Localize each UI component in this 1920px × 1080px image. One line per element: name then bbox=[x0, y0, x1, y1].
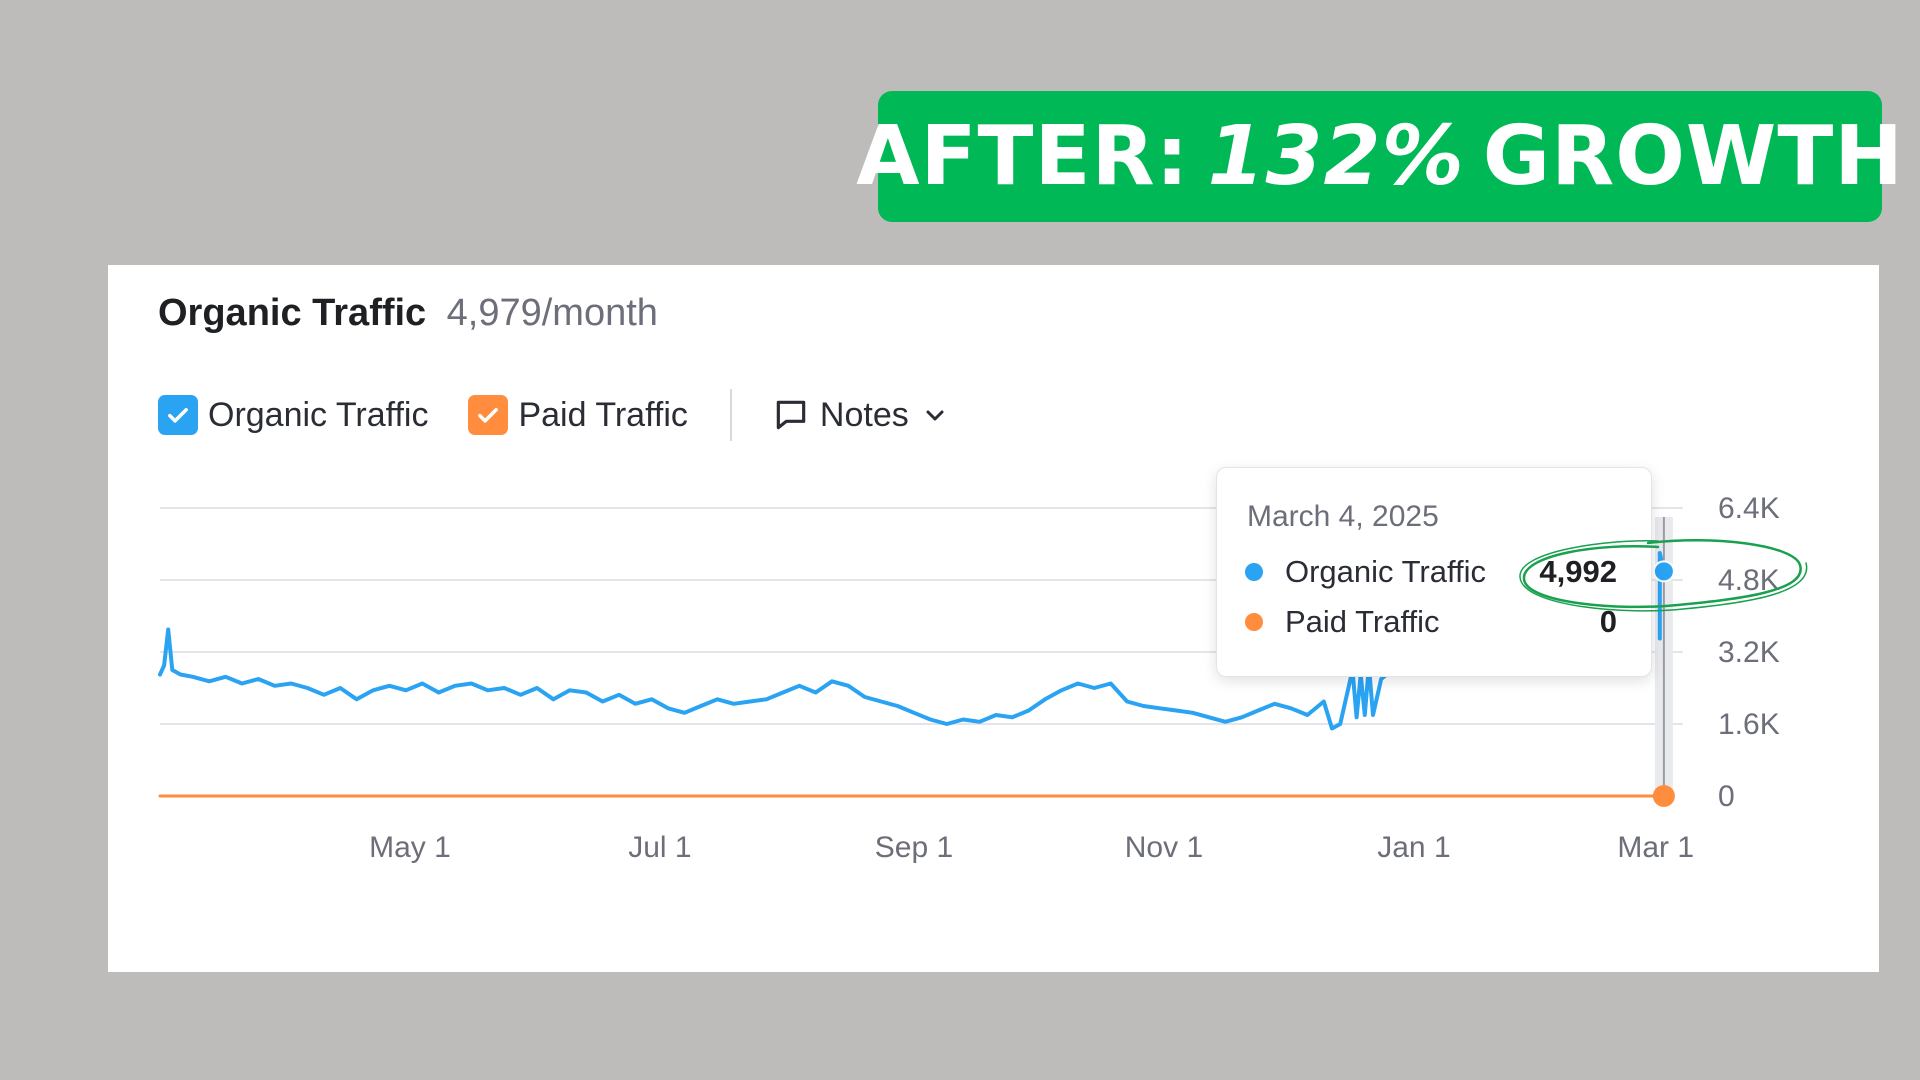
legend-divider bbox=[729, 389, 732, 441]
growth-banner: AFTER: 132% GROWTH bbox=[856, 91, 1903, 222]
tooltip-organic-value: 4,992 bbox=[1539, 554, 1617, 589]
tooltip-row-paid: Paid Traffic 0 bbox=[1245, 602, 1617, 642]
y-tick-label: 6.4K bbox=[1718, 492, 1780, 525]
organic-traffic-card: Organic Traffic 4,979/month Organic Traf… bbox=[108, 265, 1879, 972]
y-tick-label: 3.2K bbox=[1718, 636, 1780, 669]
tooltip-paid-label: Paid Traffic bbox=[1285, 604, 1440, 639]
paid-traffic-checkbox[interactable] bbox=[468, 395, 509, 435]
y-tick-label: 4.8K bbox=[1718, 564, 1780, 597]
comment-icon bbox=[772, 396, 820, 434]
legend-organic-label: Organic Traffic bbox=[208, 395, 429, 434]
legend-paid-traffic[interactable]: Paid Traffic bbox=[468, 395, 688, 435]
paid-highlight-point bbox=[1652, 785, 1675, 807]
x-tick-label: Sep 1 bbox=[875, 831, 953, 864]
legend-paid-label: Paid Traffic bbox=[518, 395, 688, 434]
banner-suffix: GROWTH bbox=[1482, 109, 1904, 204]
x-tick-label: Jul 1 bbox=[628, 831, 691, 864]
organic-dot-icon bbox=[1245, 563, 1263, 581]
chevron-down-icon bbox=[909, 403, 947, 427]
notes-dropdown[interactable]: Notes bbox=[772, 396, 947, 435]
card-header: Organic Traffic 4,979/month bbox=[158, 292, 658, 335]
tooltip-date: March 4, 2025 bbox=[1247, 500, 1439, 533]
legend-organic-traffic[interactable]: Organic Traffic bbox=[158, 395, 428, 435]
x-tick-label: Mar 1 bbox=[1617, 831, 1694, 864]
x-tick-label: Jan 1 bbox=[1377, 831, 1450, 864]
x-tick-label: May 1 bbox=[369, 831, 451, 864]
y-tick-label: 1.6K bbox=[1718, 708, 1780, 741]
notes-label: Notes bbox=[819, 395, 909, 434]
card-title: Organic Traffic bbox=[158, 292, 427, 334]
tooltip-row-organic: Organic Traffic 4,992 bbox=[1245, 552, 1617, 592]
banner-growth-percent: 132% bbox=[1207, 109, 1465, 204]
organic-traffic-checkbox[interactable] bbox=[158, 395, 198, 435]
x-tick-label: Nov 1 bbox=[1125, 831, 1203, 864]
checkmark-icon bbox=[478, 408, 499, 423]
banner-prefix: AFTER: bbox=[856, 109, 1190, 204]
paid-dot-icon bbox=[1245, 613, 1263, 631]
y-tick-label: 0 bbox=[1718, 780, 1735, 813]
chart-tooltip: March 4, 2025 Organic Traffic 4,992 Paid… bbox=[1216, 467, 1652, 677]
organic-traffic-line bbox=[158, 627, 1416, 731]
organic-highlight-point bbox=[1652, 560, 1675, 583]
monthly-traffic-value: 4,979/month bbox=[446, 292, 658, 334]
tooltip-organic-label: Organic Traffic bbox=[1285, 554, 1487, 589]
tooltip-paid-value: 0 bbox=[1599, 604, 1617, 639]
chart-legend: Organic Traffic Paid Traffic Notes bbox=[158, 389, 947, 441]
checkmark-icon bbox=[168, 408, 188, 423]
